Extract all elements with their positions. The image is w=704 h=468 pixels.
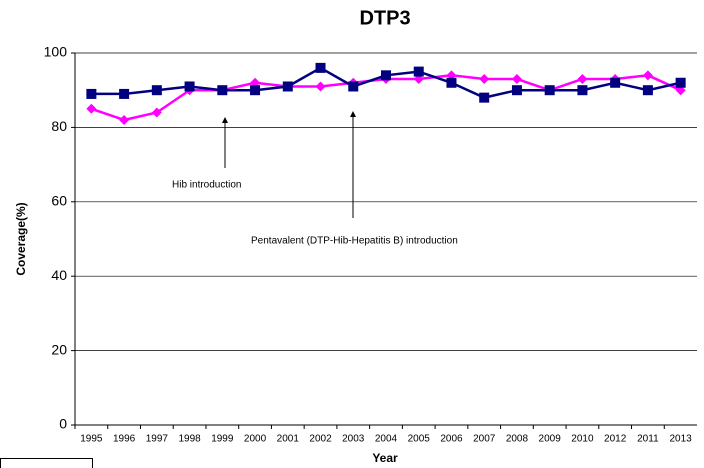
marker [250, 85, 261, 96]
marker [282, 81, 293, 92]
x-tick-label: 2011 [637, 434, 659, 445]
marker [315, 62, 326, 73]
marker [119, 114, 130, 125]
x-tick-label: 2003 [342, 434, 365, 445]
marker [642, 70, 653, 81]
annotation: Pentavalent (DTP-Hib-Hepatitis B) introd… [251, 236, 458, 247]
x-tick-label: 2000 [244, 434, 267, 445]
marker [86, 103, 97, 114]
marker [577, 74, 588, 85]
x-tick-label: 2010 [571, 434, 594, 445]
marker [577, 85, 588, 96]
x-tick-label: 2004 [375, 434, 398, 445]
x-tick-label: 2007 [473, 434, 496, 445]
y-tick-label: 80 [51, 118, 67, 134]
x-tick-label: 2012 [604, 434, 627, 445]
marker [315, 81, 326, 92]
y-tick-label: 40 [51, 267, 67, 283]
x-tick-label: 2001 [277, 434, 300, 445]
marker [675, 77, 686, 88]
x-axis-label: Year [372, 451, 398, 465]
marker [544, 85, 555, 96]
marker [119, 88, 130, 99]
marker [348, 81, 359, 92]
x-tick-label: 2009 [539, 434, 562, 445]
x-tick-label: 1999 [211, 434, 234, 445]
marker [610, 77, 621, 88]
marker [381, 70, 391, 81]
x-tick-label: 1996 [113, 434, 136, 445]
y-tick-label: 0 [59, 416, 67, 432]
marker [184, 81, 195, 92]
x-tick-label: 1997 [146, 434, 169, 445]
marker [151, 107, 162, 118]
x-tick-label: 2006 [440, 434, 463, 445]
x-tick-label: 2005 [408, 434, 431, 445]
x-tick-label: 1998 [178, 434, 201, 445]
y-tick-label: 60 [51, 193, 67, 209]
x-tick-label: 2008 [506, 434, 529, 445]
marker [446, 77, 457, 88]
marker [479, 74, 490, 85]
marker [151, 85, 162, 96]
legend-box [0, 458, 93, 468]
y-axis-label: Coverage(%) [14, 202, 28, 275]
x-tick-label: 2013 [670, 434, 693, 445]
marker [217, 85, 228, 96]
chart-title: DTP3 [359, 7, 410, 29]
marker [479, 92, 490, 103]
marker [86, 88, 97, 99]
annotation: Hib introduction [172, 180, 241, 191]
y-tick-label: 20 [51, 341, 67, 357]
x-tick-label: 1995 [80, 434, 103, 445]
y-tick-label: 100 [44, 44, 68, 60]
marker [642, 85, 653, 96]
marker [511, 74, 522, 85]
marker [413, 66, 424, 77]
x-tick-label: 2002 [309, 434, 332, 445]
marker [511, 85, 522, 96]
